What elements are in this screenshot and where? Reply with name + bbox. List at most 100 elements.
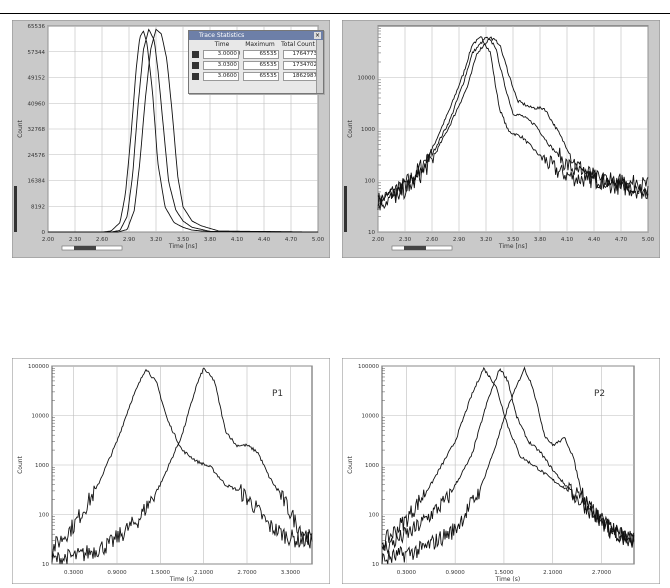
x-tick-label: 2.30	[69, 237, 82, 243]
x-tick-label: 2.00	[42, 237, 55, 243]
trace-color-swatch	[192, 51, 199, 58]
x-tick-label: 0.9000	[446, 570, 466, 576]
chart-bottom-right: 10 100 1000 10000 100000 0.3000 0.9000 1.5000 2.…	[342, 358, 660, 584]
y-tick-label: 65536	[28, 24, 46, 30]
y-tick-label: 100	[365, 179, 376, 185]
y-tick-label: 32768	[28, 127, 46, 133]
x-tick-label: 4.40	[258, 237, 271, 243]
trace-row[interactable]: 3.0000 65535 1764773	[189, 49, 323, 60]
y-tick-label: 1000	[361, 127, 375, 133]
y-axis-label: Count	[347, 119, 354, 137]
trace-total-cell: 1734702	[282, 61, 319, 70]
header-time-interval: Time Interval (ns)	[204, 41, 241, 57]
trace-statistics-scrollbar[interactable]	[316, 40, 323, 93]
trace-color-swatch	[192, 62, 199, 69]
trace-time-cell: 3.0600	[202, 72, 239, 81]
x-tick-label: 0.3000	[397, 570, 417, 576]
series-line	[377, 36, 649, 211]
y-tick-label: 10	[368, 230, 375, 236]
y-tick-label: 10000	[32, 414, 50, 420]
series-line	[377, 36, 649, 211]
x-tick-label: 3.20	[150, 237, 163, 243]
trace-max-cell: 65535	[242, 61, 279, 70]
x-tick-label: 4.10	[231, 237, 244, 243]
x-axis-label: Time (s)	[495, 576, 520, 583]
header-total-count: Total Count	[281, 41, 315, 48]
trace-statistics-header: Time Interval (ns) Maximum Total Count	[189, 40, 323, 57]
x-tick-label: 4.40	[588, 237, 601, 243]
x-tick-label: 5.00	[642, 237, 655, 243]
x-tick-label: 1.5000	[151, 570, 171, 576]
chart-top-right: 10 100 1000 10000 2.00 2.30 2.60 2.90 3.20 3.50 3.…	[342, 20, 660, 258]
trace-row[interactable]: 3.0600 65535 1862987	[189, 71, 323, 82]
time-scroll-thumb[interactable]	[74, 246, 96, 250]
trace-total-cell: 1764773	[282, 50, 319, 59]
header-maximum: Maximum	[245, 41, 275, 48]
y-tick-label: 40960	[28, 101, 46, 107]
x-tick-label: 4.70	[285, 237, 298, 243]
count-scroll-thumb[interactable]	[14, 186, 17, 232]
series-line	[381, 366, 635, 565]
trace-color-swatch	[192, 73, 199, 80]
y-axis-label: Count	[17, 455, 24, 473]
x-axis-label: Time (s)	[169, 576, 194, 583]
y-tick-label: 1000	[35, 463, 49, 469]
trace-total-cell: 1862987	[282, 72, 319, 81]
y-tick-label: 1000	[365, 463, 379, 469]
y-tick-label: 16384	[28, 179, 46, 185]
trace-row[interactable]: 3.0300 65535 1734702	[189, 60, 323, 71]
trace-time-cell: 3.0000	[202, 50, 239, 59]
trace-statistics-title: Trace Statistics	[199, 32, 245, 39]
x-tick-label: 2.30	[399, 237, 412, 243]
series-line	[381, 367, 635, 555]
count-scroll-thumb[interactable]	[344, 186, 347, 232]
x-tick-label: 2.00	[372, 237, 385, 243]
y-tick-label: 10	[42, 562, 49, 568]
x-tick-label: 3.80	[534, 237, 547, 243]
y-tick-label: 100000	[358, 364, 379, 370]
x-tick-label: 2.7000	[592, 570, 612, 576]
y-axis-label: Count	[347, 455, 354, 473]
x-tick-label: 0.3000	[64, 570, 84, 576]
chart-bottom-left: 10 100 1000 10000 100000 0.3000 0.9000 1.5000 2.…	[12, 358, 330, 584]
x-tick-label: 4.10	[561, 237, 574, 243]
series-line	[48, 28, 318, 233]
x-tick-label: 2.60	[96, 237, 109, 243]
close-icon[interactable]: ×	[314, 32, 321, 39]
y-tick-label: 100	[39, 513, 50, 519]
chart-annotation: P1	[272, 389, 283, 399]
x-axis-label: Time [ns]	[168, 243, 197, 250]
x-tick-label: 2.7000	[237, 570, 257, 576]
trace-statistics-titlebar[interactable]: Trace Statistics ×	[189, 31, 323, 40]
trace-max-cell: 65535	[242, 50, 279, 59]
time-scroll-thumb[interactable]	[404, 246, 426, 250]
x-tick-label: 3.80	[204, 237, 217, 243]
series-line	[51, 367, 313, 565]
y-tick-label: 57344	[28, 50, 46, 56]
series-line	[51, 368, 313, 558]
y-tick-label: 24576	[28, 153, 46, 159]
y-tick-label: 10	[372, 562, 379, 568]
x-tick-label: 2.60	[426, 237, 439, 243]
x-tick-label: 4.70	[615, 237, 628, 243]
x-tick-label: 3.3000	[281, 570, 301, 576]
x-tick-label: 2.1000	[194, 570, 214, 576]
y-tick-label: 100000	[28, 364, 49, 370]
page-top-rule	[0, 13, 670, 14]
x-tick-label: 2.90	[123, 237, 136, 243]
y-tick-label: 10000	[358, 76, 376, 82]
x-tick-label: 1.5000	[494, 570, 514, 576]
x-axis-label: Time [ns]	[498, 243, 527, 250]
y-axis-label: Count	[17, 119, 24, 137]
y-tick-label: 10000	[362, 414, 380, 420]
y-tick-label: 100	[369, 513, 380, 519]
x-tick-label: 2.90	[453, 237, 466, 243]
trace-max-cell: 65535	[242, 72, 279, 81]
trace-time-cell: 3.0300	[202, 61, 239, 70]
x-tick-label: 0.9000	[107, 570, 127, 576]
trace-statistics-window[interactable]: Trace Statistics × Time Interval (ns) Ma…	[188, 30, 324, 94]
x-tick-label: 3.50	[177, 237, 190, 243]
chart-annotation: P2	[594, 389, 605, 399]
y-tick-label: 8192	[31, 204, 45, 210]
x-tick-label: 5.00	[312, 237, 325, 243]
